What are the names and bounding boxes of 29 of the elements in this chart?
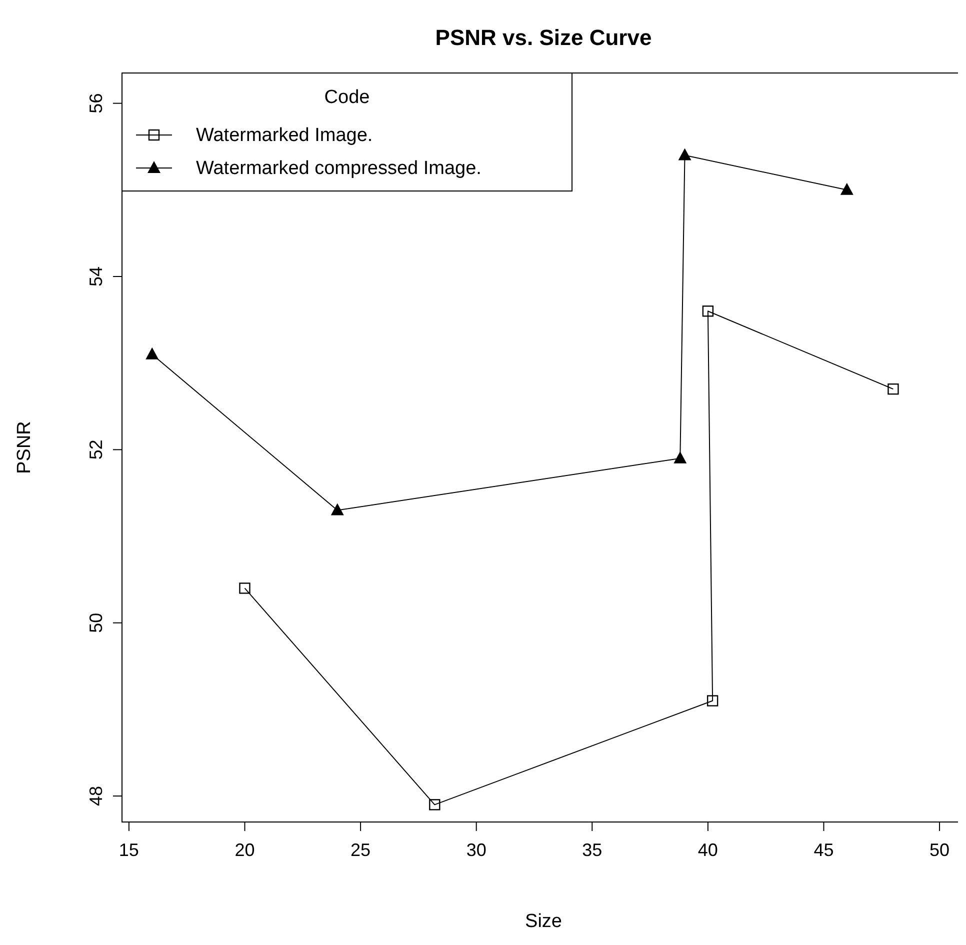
y-tick-label: 50 xyxy=(86,612,106,633)
x-tick-label: 15 xyxy=(118,840,139,860)
x-tick-label: 35 xyxy=(582,840,602,860)
y-tick-label: 56 xyxy=(86,93,106,114)
y-tick-label: 48 xyxy=(86,786,106,806)
legend-title: Code xyxy=(324,87,370,108)
x-tick-label: 40 xyxy=(698,840,718,860)
point xyxy=(330,503,344,516)
x-tick-label: 30 xyxy=(466,840,486,860)
x-tick-label: 50 xyxy=(930,840,950,860)
x-tick-label: 45 xyxy=(814,840,834,860)
point xyxy=(840,182,854,195)
x-tick-label: 20 xyxy=(234,840,255,860)
x-tick-label: 25 xyxy=(350,840,371,860)
legend-label: Watermarked compressed Image. xyxy=(196,158,482,179)
point xyxy=(674,451,687,464)
legend-label: Watermarked Image. xyxy=(196,125,373,146)
y-tick-label: 52 xyxy=(86,440,106,460)
y-axis-title: PSNR xyxy=(14,421,35,474)
x-axis-title: Size xyxy=(525,911,562,932)
point xyxy=(239,582,250,594)
y-tick-label: 54 xyxy=(86,266,106,286)
point xyxy=(706,695,718,706)
point xyxy=(678,148,692,160)
point xyxy=(146,347,159,360)
point xyxy=(702,306,714,317)
point xyxy=(429,799,440,810)
chart-title: PSNR vs. Size Curve xyxy=(435,25,652,50)
point xyxy=(888,383,899,395)
